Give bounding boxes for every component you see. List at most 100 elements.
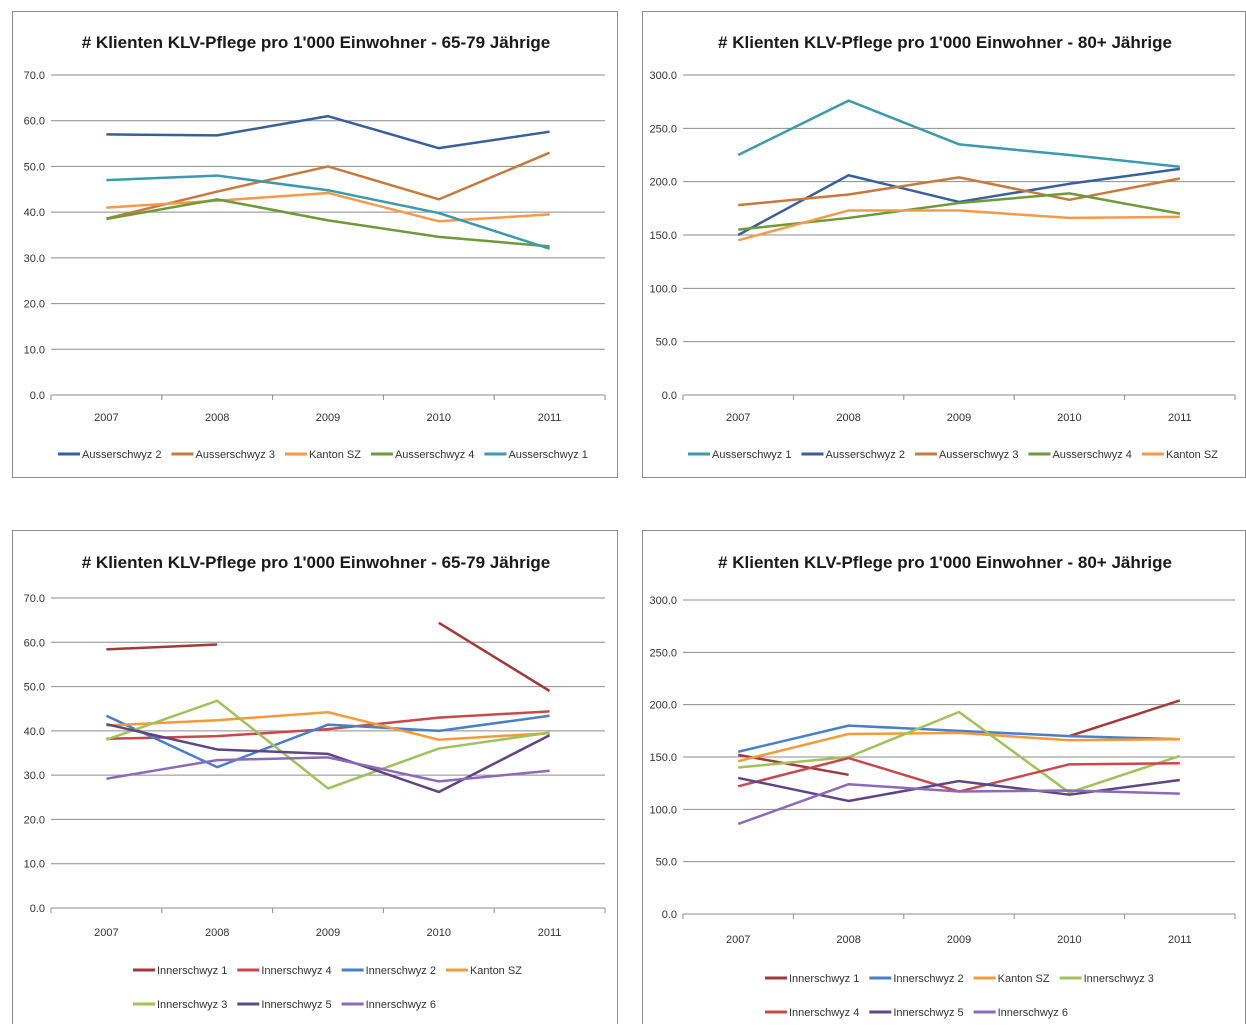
x-tick-label: 2007: [94, 412, 118, 424]
x-tick-label: 2009: [316, 927, 340, 939]
x-tick-label: 2008: [836, 412, 860, 424]
legend-label: Ausserschwyz 4: [1052, 449, 1131, 461]
y-tick-label: 60.0: [24, 637, 45, 649]
chart-3-svg: # Klienten KLV-Pflege pro 1'000 Einwohne…: [24, 553, 606, 1011]
x-tick-label: 2009: [947, 934, 971, 946]
y-tick-label: 40.0: [24, 207, 45, 219]
series-line-ausserschwyz-3: [106, 151, 551, 220]
y-tick-label: 100.0: [649, 283, 677, 295]
chart-panel-4: # Klienten KLV-Pflege pro 1'000 Einwohne…: [642, 530, 1246, 1024]
chart-title: # Klienten KLV-Pflege pro 1'000 Einwohne…: [82, 553, 551, 572]
legend-label: Innerschwyz 3: [157, 999, 227, 1011]
y-tick-label: 200.0: [649, 177, 677, 189]
x-tick-label: 2008: [836, 934, 860, 946]
legend-label: Ausserschwyz 3: [195, 449, 274, 461]
legend-label: Innerschwyz 2: [366, 965, 436, 977]
series-line-innerschwyz-1: [737, 753, 849, 777]
y-tick-label: 10.0: [24, 859, 45, 871]
series-line-innerschwyz-5: [106, 722, 551, 794]
legend-label: Innerschwyz 3: [1084, 973, 1154, 985]
y-tick-label: 10.0: [24, 344, 45, 356]
y-tick-label: 0.0: [30, 903, 45, 915]
x-tick-label: 2008: [205, 927, 229, 939]
y-tick-label: 200.0: [649, 700, 677, 712]
y-tick-label: 50.0: [656, 857, 677, 869]
x-tick-label: 2010: [427, 412, 451, 424]
legend-label: Kanton SZ: [1166, 449, 1218, 461]
series-line-innerschwyz-4: [737, 756, 1180, 793]
x-tick-label: 2009: [947, 412, 971, 424]
chart-panel-1: # Klienten KLV-Pflege pro 1'000 Einwohne…: [12, 11, 618, 478]
legend-label: Innerschwyz 1: [789, 973, 859, 985]
y-tick-label: 70.0: [24, 593, 45, 605]
series-line-ausserschwyz-1: [737, 99, 1180, 168]
x-tick-label: 2011: [538, 412, 562, 424]
x-tick-label: 2009: [316, 412, 340, 424]
y-tick-label: 30.0: [24, 770, 45, 782]
x-tick-label: 2011: [1168, 412, 1192, 424]
chart-2-svg: # Klienten KLV-Pflege pro 1'000 Einwohne…: [649, 33, 1236, 461]
legend-label: Innerschwyz 4: [261, 965, 331, 977]
chart-title: # Klienten KLV-Pflege pro 1'000 Einwohne…: [82, 33, 551, 52]
series-line-innerschwyz-6: [106, 756, 550, 783]
series-line-innerschwyz-4: [106, 710, 550, 741]
series-line-innerschwyz-2: [105, 714, 550, 769]
legend-label: Ausserschwyz 4: [395, 449, 474, 461]
series-line-innerschwyz-5: [737, 776, 1180, 803]
series-line-innerschwyz-2: [737, 724, 1180, 753]
legend-label: Ausserschwyz 2: [825, 449, 904, 461]
x-tick-label: 2007: [726, 412, 750, 424]
y-tick-label: 50.0: [24, 682, 45, 694]
series-line-kanton-sz: [106, 711, 550, 741]
legend-label: Kanton SZ: [309, 449, 361, 461]
x-tick-label: 2010: [1057, 412, 1081, 424]
series-line-innerschwyz-3: [105, 699, 550, 790]
y-tick-label: 100.0: [649, 804, 677, 816]
y-tick-label: 0.0: [30, 390, 45, 402]
legend-label: Ausserschwyz 1: [508, 449, 587, 461]
series-line-innerschwyz-1: [106, 643, 218, 651]
y-tick-label: 150.0: [649, 752, 677, 764]
y-tick-label: 250.0: [649, 123, 677, 135]
legend-label: Innerschwyz 2: [893, 973, 963, 985]
legend-label: Innerschwyz 5: [261, 999, 331, 1011]
series-line-kanton-sz: [737, 731, 1180, 763]
y-tick-label: 70.0: [24, 70, 45, 82]
series-line-innerschwyz-3: [738, 710, 1181, 794]
legend-label: Ausserschwyz 3: [939, 449, 1018, 461]
legend-label: Innerschwyz 6: [366, 999, 436, 1011]
legend-label: Innerschwyz 5: [893, 1007, 963, 1019]
series-line-innerschwyz-1: [1069, 699, 1181, 738]
y-tick-label: 50.0: [24, 161, 45, 173]
chart-panel-3: # Klienten KLV-Pflege pro 1'000 Einwohne…: [12, 530, 618, 1024]
series-line-kanton-sz: [737, 209, 1180, 242]
legend-label: Kanton SZ: [998, 973, 1050, 985]
x-tick-label: 2011: [538, 927, 562, 939]
series-line-ausserschwyz-1: [106, 174, 550, 250]
chart-title: # Klienten KLV-Pflege pro 1'000 Einwohne…: [718, 553, 1172, 572]
series-line-innerschwyz-1: [438, 621, 551, 693]
x-tick-label: 2007: [726, 934, 750, 946]
legend-label: Ausserschwyz 2: [82, 449, 161, 461]
legend-label: Innerschwyz 6: [998, 1007, 1068, 1019]
y-tick-label: 60.0: [24, 116, 45, 128]
y-tick-label: 20.0: [24, 814, 45, 826]
y-tick-label: 300.0: [649, 595, 677, 607]
y-tick-label: 50.0: [656, 337, 677, 349]
y-tick-label: 0.0: [662, 390, 677, 402]
y-tick-label: 40.0: [24, 726, 45, 738]
x-tick-label: 2010: [1057, 934, 1081, 946]
series-line-ausserschwyz-3: [738, 176, 1181, 207]
chart-1-svg: # Klienten KLV-Pflege pro 1'000 Einwohne…: [24, 33, 606, 461]
legend-label: Ausserschwyz 1: [712, 449, 791, 461]
series-line-ausserschwyz-2: [106, 114, 550, 150]
chart-panel-2: # Klienten KLV-Pflege pro 1'000 Einwohne…: [642, 11, 1246, 478]
y-tick-label: 250.0: [649, 647, 677, 659]
x-tick-label: 2011: [1168, 934, 1192, 946]
legend-label: Innerschwyz 4: [789, 1007, 859, 1019]
y-tick-label: 0.0: [662, 909, 677, 921]
chart-title: # Klienten KLV-Pflege pro 1'000 Einwohne…: [718, 33, 1172, 52]
y-tick-label: 20.0: [24, 299, 45, 311]
legend-label: Innerschwyz 1: [157, 965, 227, 977]
x-tick-label: 2008: [205, 412, 229, 424]
